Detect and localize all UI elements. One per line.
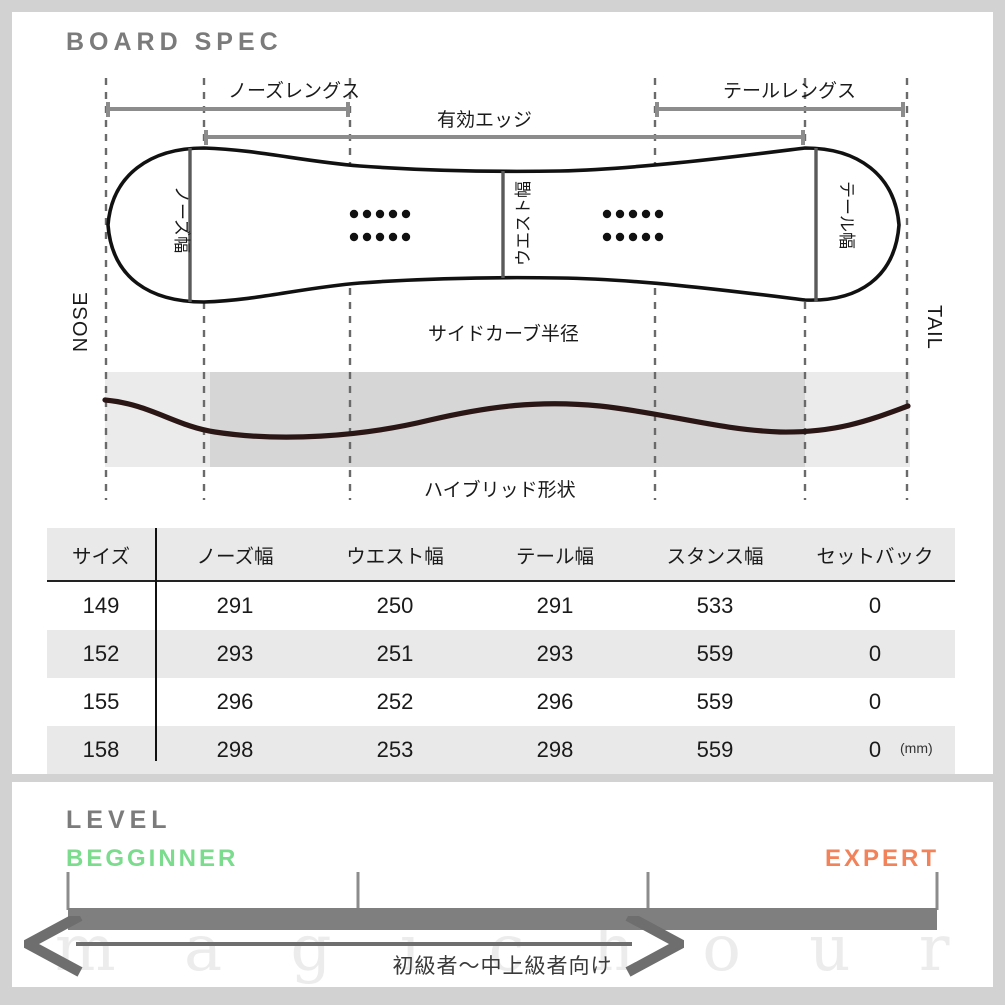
label-nose-width: ノーズ幅	[171, 186, 191, 253]
label-waist-width: ウエスト幅	[514, 181, 534, 266]
label-sidecut-radius: サイドカーブ半径	[428, 322, 579, 345]
col-header-setback: セットバック	[795, 528, 955, 582]
label-tail-width: テール幅	[836, 181, 856, 249]
level-beginner-label: BEGGINNER	[66, 845, 239, 872]
cell-nose: 291	[155, 581, 315, 630]
level-ticks	[66, 872, 939, 910]
board-diagram: ノーズレングス テールレングス 有効エッジ サイドカーブ半径 ハイブリッド形状 …	[70, 78, 945, 501]
cell-stance: 559	[635, 678, 795, 726]
level-bar	[68, 908, 937, 930]
cell-tail: 293	[475, 630, 635, 678]
cell-stance: 533	[635, 581, 795, 630]
table-row: 152 293 251 293 559 0	[47, 630, 955, 678]
cell-waist: 253	[315, 726, 475, 774]
cell-setback: 0	[795, 581, 955, 630]
table-column-separator	[155, 528, 157, 761]
level-expert-label: EXPERT	[824, 845, 939, 872]
binding-inserts-front	[349, 209, 411, 242]
effective-edge-measure	[204, 130, 805, 145]
spec-table-header-row: サイズ ノーズ幅 ウエスト幅 テール幅 スタンス幅 セットバック	[47, 528, 955, 582]
cell-size: 152	[47, 630, 155, 678]
label-nose-length: ノーズレングス	[228, 80, 360, 102]
table-row: 158 298 253 298 559 0	[47, 726, 955, 774]
cell-stance: 559	[635, 630, 795, 678]
level-title: LEVEL	[66, 806, 172, 834]
cell-setback: 0	[795, 726, 955, 774]
binding-inserts-back	[602, 209, 664, 242]
cell-tail: 296	[475, 678, 635, 726]
table-row: 155 296 252 296 559 0	[47, 678, 955, 726]
col-header-nose: ノーズ幅	[155, 528, 315, 582]
spec-table: サイズ ノーズ幅 ウエスト幅 テール幅 スタンス幅 セットバック 149 291…	[47, 528, 955, 774]
cell-waist: 251	[315, 630, 475, 678]
label-effective-edge: 有効エッジ	[437, 109, 532, 131]
cell-nose: 296	[155, 678, 315, 726]
level-range-text: 初級者～中上級者向け	[392, 955, 613, 978]
table-row: 149 291 250 291 533 0	[47, 581, 955, 630]
cell-size: 149	[47, 581, 155, 630]
cell-waist: 250	[315, 581, 475, 630]
col-header-size: サイズ	[47, 528, 155, 582]
cell-size: 158	[47, 726, 155, 774]
cell-stance: 559	[635, 726, 795, 774]
cell-tail: 291	[475, 581, 635, 630]
board-spec-title: BOARD SPEC	[66, 28, 283, 56]
label-tail-end: TAIL	[923, 305, 945, 350]
cell-nose: 293	[155, 630, 315, 678]
cell-nose: 298	[155, 726, 315, 774]
col-header-stance: スタンス幅	[635, 528, 795, 582]
cell-setback: 0	[795, 678, 955, 726]
label-hybrid-shape: ハイブリッド形状	[424, 478, 576, 501]
cell-tail: 298	[475, 726, 635, 774]
unit-note: (mm)	[900, 740, 933, 756]
col-header-waist: ウエスト幅	[315, 528, 475, 582]
label-nose-end: NOSE	[70, 291, 92, 352]
cell-size: 155	[47, 678, 155, 726]
nose-length-measure	[106, 102, 350, 117]
label-tail-length: テールレングス	[723, 80, 856, 102]
cell-setback: 0	[795, 630, 955, 678]
cell-waist: 252	[315, 678, 475, 726]
col-header-tail: テール幅	[475, 528, 635, 582]
camber-profile-line	[102, 397, 911, 440]
tail-length-measure	[655, 102, 905, 117]
